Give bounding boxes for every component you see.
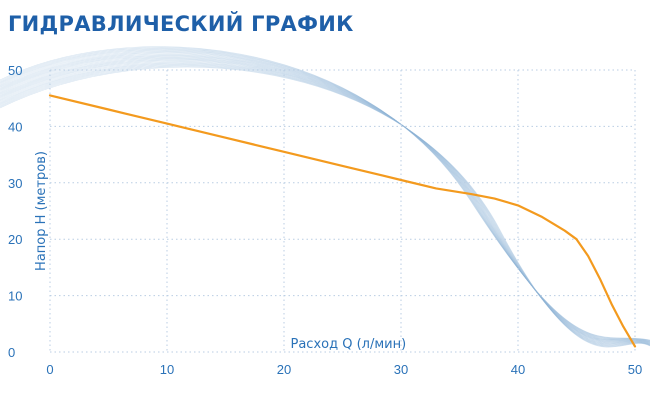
chart-grid <box>49 69 636 353</box>
x-tick-label: 10 <box>160 362 174 377</box>
swoosh-line <box>0 61 650 345</box>
x-tick-label: 20 <box>277 362 291 377</box>
x-tick-label: 30 <box>394 362 408 377</box>
y-tick-label: 20 <box>8 232 22 247</box>
swoosh-line <box>0 49 650 342</box>
swoosh-line <box>0 66 650 348</box>
y-tick-label: 40 <box>8 119 22 134</box>
swoosh-line <box>0 63 650 346</box>
swoosh-line <box>0 46 650 341</box>
chart-title: ГИДРАВЛИЧЕСКИЙ ГРАФИК <box>8 12 354 36</box>
swoosh-line <box>0 53 650 343</box>
swoosh-line <box>0 59 650 345</box>
chart-series <box>48 94 637 348</box>
series-line <box>48 94 637 348</box>
x-tick-label: 50 <box>628 362 642 377</box>
swoosh-line <box>0 57 650 344</box>
y-tick-label: 30 <box>8 176 22 191</box>
swoosh-line <box>0 60 650 345</box>
swoosh-line <box>0 57 650 344</box>
swoosh-line <box>0 54 650 343</box>
axis-ticks: 0 10 20 30 40 50 0 10 20 30 40 50 <box>8 63 642 377</box>
swoosh-line <box>0 50 650 342</box>
swoosh-line <box>0 64 650 347</box>
swoosh-line <box>0 55 650 343</box>
swoosh-line <box>0 52 650 343</box>
swoosh-line <box>0 58 650 344</box>
swoosh-line <box>0 60 650 345</box>
x-tick-label: 0 <box>46 362 53 377</box>
swoosh-line <box>0 50 650 342</box>
swoosh-line <box>0 51 650 342</box>
y-axis-label: Напор H (метров) <box>34 151 49 271</box>
swoosh-line <box>0 47 650 341</box>
swoosh-line <box>0 62 650 345</box>
swoosh-line <box>0 66 650 348</box>
swoosh-line <box>0 47 650 341</box>
swoosh-line <box>0 48 650 341</box>
swoosh-line <box>0 53 650 343</box>
decorative-swoosh <box>0 46 650 348</box>
swoosh-line <box>0 56 650 344</box>
x-axis-label: Расход Q (л/мин) <box>291 337 407 352</box>
y-tick-label: 0 <box>8 345 15 360</box>
swoosh-line <box>0 65 650 347</box>
swoosh-line <box>0 63 650 346</box>
y-tick-label: 10 <box>8 289 22 304</box>
y-tick-label: 50 <box>8 63 22 78</box>
x-tick-label: 40 <box>511 362 525 377</box>
